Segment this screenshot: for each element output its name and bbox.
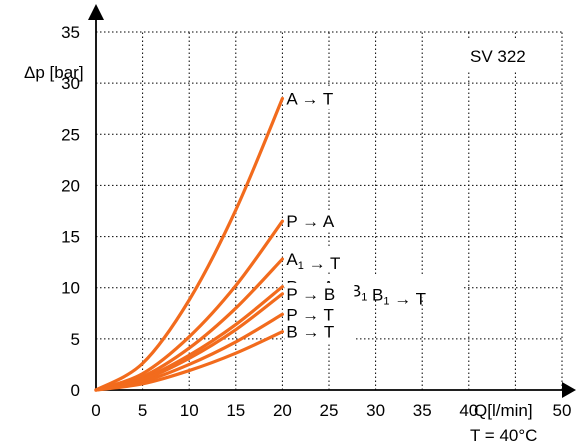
x-tick-label: 5 — [138, 401, 147, 420]
x-tick-label: 25 — [320, 401, 339, 420]
curve-label-bg-2 — [284, 248, 355, 271]
badge-background — [460, 40, 546, 70]
curve-0 — [94, 96, 284, 392]
x-tick-label: 15 — [226, 401, 245, 420]
curve-label-bg-1 — [284, 210, 355, 233]
temperature-note: T = 40°C — [470, 426, 537, 444]
x-axis-arrow — [562, 382, 576, 398]
curve-6 — [94, 330, 284, 392]
curve-1 — [94, 219, 284, 392]
x-tick-label: 40 — [459, 401, 478, 420]
curve-label-1: P → A — [286, 212, 335, 231]
curve-label-5: P → T — [286, 305, 334, 324]
x-tick-label: 50 — [553, 401, 572, 420]
y-tick-label: 10 — [61, 279, 80, 298]
curves — [94, 96, 284, 392]
curve-label-4: P → B — [286, 285, 335, 304]
x-tick-label: 10 — [180, 401, 199, 420]
curve-label-bg-6 — [284, 320, 355, 343]
y-axis-arrow — [88, 4, 104, 20]
x-tick-label: 30 — [366, 401, 385, 420]
curve-label-0: A → T — [286, 89, 333, 108]
x-tick-label: 35 — [413, 401, 432, 420]
x-axis-label: Q[l/min] — [474, 401, 533, 420]
y-tick-label: 30 — [61, 74, 80, 93]
y-axis-label: Δp [bar] — [24, 63, 84, 82]
y-tick-label: 20 — [61, 176, 80, 195]
y-tick-label: 15 — [61, 228, 80, 247]
chart-badge: SV 322 — [470, 47, 526, 66]
curve-label-2: A1 → T — [286, 250, 340, 273]
y-tick-label: 0 — [71, 381, 80, 400]
curve-label-bg-0 — [284, 87, 355, 110]
curve-label-bg-4 — [284, 282, 355, 305]
x-tick-label: 0 — [91, 401, 100, 420]
axes — [88, 4, 576, 398]
curve-label-bg-5 — [284, 303, 355, 326]
y-tick-label: 5 — [71, 330, 80, 349]
y-tick-label: 35 — [61, 23, 80, 42]
x-tick-label: 20 — [273, 401, 292, 420]
tick-labels: 0 5 10 15 20 25 30 35 40 50 0 5 10 15 20 25 30 35 — [61, 23, 571, 420]
curve-label-6: B → T — [286, 323, 334, 342]
y-tick-label: 25 — [61, 125, 80, 144]
curve-labels: A → TP → AA1 → TP → A1, B1 B1 → TP → BP … — [284, 87, 463, 343]
